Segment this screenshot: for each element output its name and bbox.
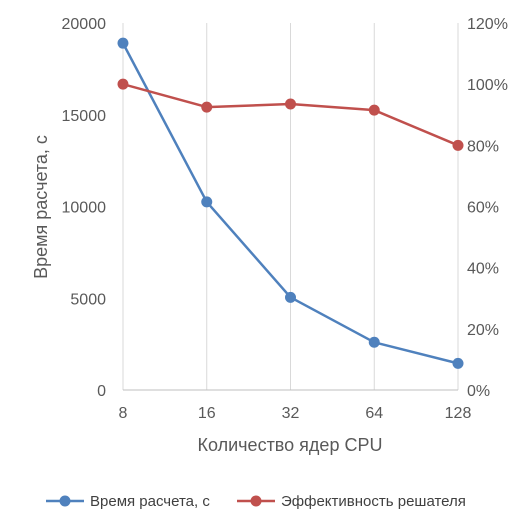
series-1-point-32 bbox=[285, 291, 296, 303]
series-2-point-16 bbox=[201, 101, 213, 113]
right-y-tick-label: 100% bbox=[467, 77, 508, 94]
right-y-tick-label: 20% bbox=[467, 322, 499, 339]
left-y-tick-labels: 0 5000 10000 15000 20000 bbox=[62, 16, 107, 400]
legend-marker-1 bbox=[59, 495, 71, 507]
x-tick-label-32: 32 bbox=[282, 405, 300, 422]
y-axis-title: Время расчета, с bbox=[31, 135, 51, 279]
legend-label-1: Время расчета, с bbox=[90, 493, 210, 510]
legend: Время расчета, с Эффективность решателя bbox=[46, 493, 466, 510]
left-y-tick-label: 0 bbox=[97, 383, 106, 400]
legend-marker-2 bbox=[250, 495, 262, 507]
series-layer bbox=[117, 37, 464, 369]
x-tick-label-128: 128 bbox=[445, 405, 472, 422]
x-tick-labels: 8 16 32 64 128 bbox=[119, 405, 472, 422]
series-2-point-64 bbox=[368, 104, 380, 116]
x-tick-label-8: 8 bbox=[119, 405, 128, 422]
left-y-tick-label: 20000 bbox=[62, 16, 107, 33]
series-2-point-8 bbox=[117, 78, 129, 90]
right-y-tick-label: 60% bbox=[467, 200, 499, 217]
series-2-point-128 bbox=[452, 139, 464, 151]
right-y-tick-label: 80% bbox=[467, 138, 499, 155]
right-y-tick-label: 40% bbox=[467, 261, 499, 278]
right-y-tick-label: 0% bbox=[467, 383, 490, 400]
left-y-tick-label: 10000 bbox=[62, 200, 107, 217]
series-1-point-16 bbox=[201, 196, 213, 208]
series-1-point-8 bbox=[117, 37, 129, 49]
series-1-point-64 bbox=[368, 336, 380, 348]
left-y-tick-label: 5000 bbox=[70, 291, 106, 308]
right-y-tick-labels: 0% 20% 40% 60% 80% 100% 120% bbox=[467, 16, 508, 400]
grid-lines bbox=[122, 23, 459, 390]
right-y-tick-label: 120% bbox=[467, 16, 508, 33]
series-1-point-128 bbox=[452, 357, 464, 369]
x-tick-label-16: 16 bbox=[198, 405, 216, 422]
series-2-point-32 bbox=[285, 98, 296, 110]
left-y-tick-label: 15000 bbox=[62, 108, 107, 125]
x-tick-label-64: 64 bbox=[365, 405, 383, 422]
legend-label-2: Эффективность решателя bbox=[281, 493, 466, 510]
x-axis-title: Количество ядер CPU bbox=[198, 435, 383, 455]
